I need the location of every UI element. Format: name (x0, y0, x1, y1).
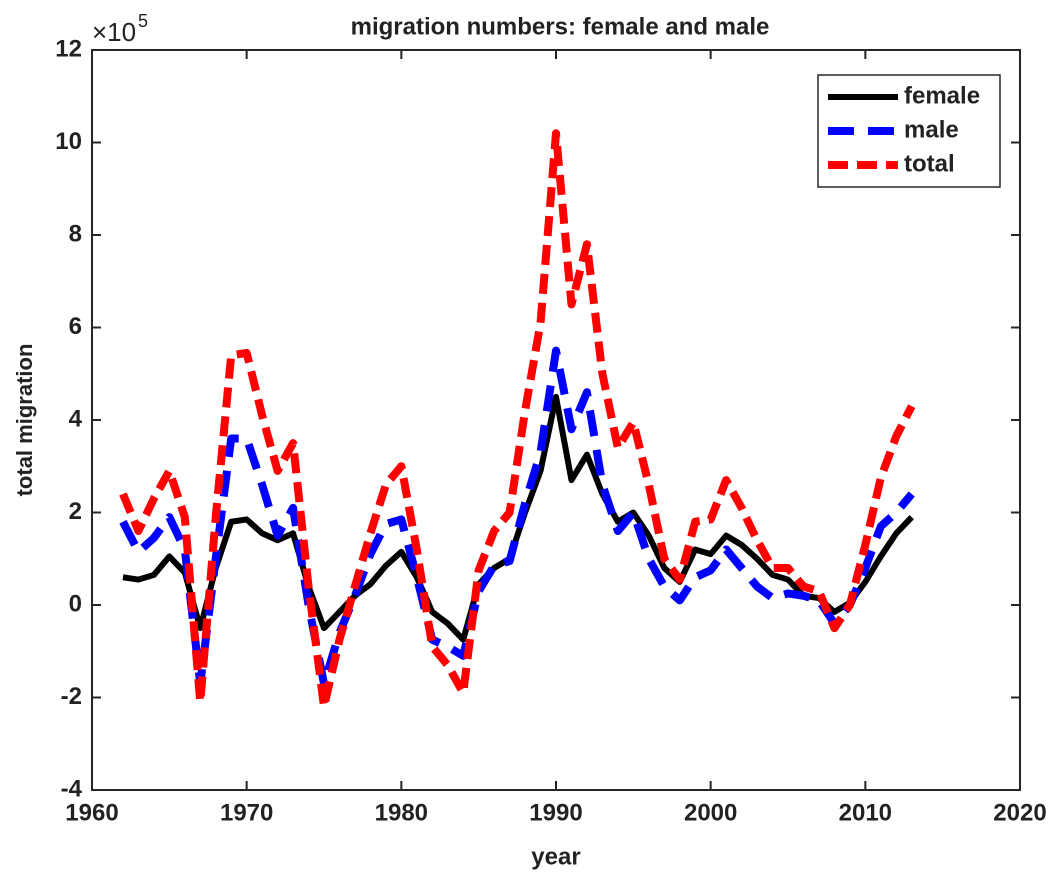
y-tick-label: -2 (61, 683, 82, 710)
axis-exponent: 5 (138, 11, 148, 31)
data-line (119, 129, 916, 711)
x-tick-label: 2010 (839, 799, 892, 826)
x-tick-label: 1990 (529, 799, 582, 826)
chart-title: migration numbers: female and male (351, 13, 770, 40)
x-tick-label: 2020 (993, 799, 1046, 826)
x-axis-label: year (531, 843, 580, 870)
y-tick-label: 2 (69, 498, 82, 525)
y-tick-label: 4 (69, 405, 83, 432)
y-tick-label: 10 (55, 128, 82, 155)
x-tick-label: 1980 (375, 799, 428, 826)
y-tick-label: 6 (69, 313, 82, 340)
legend-label: male (904, 116, 959, 143)
axis-multiplier: ×10 (92, 17, 136, 47)
x-tick-label: 1960 (65, 799, 118, 826)
y-tick-label: 12 (55, 35, 82, 62)
y-tick-label: -4 (61, 775, 83, 802)
x-tick-label: 1970 (220, 799, 273, 826)
legend-label: total (904, 150, 955, 177)
y-tick-label: 8 (69, 220, 82, 247)
y-tick-label: 0 (69, 590, 82, 617)
data-line (122, 393, 914, 643)
data-line (119, 346, 915, 688)
y-axis-label: total migration (12, 344, 37, 497)
legend-label: female (904, 82, 980, 109)
x-tick-label: 2000 (684, 799, 737, 826)
